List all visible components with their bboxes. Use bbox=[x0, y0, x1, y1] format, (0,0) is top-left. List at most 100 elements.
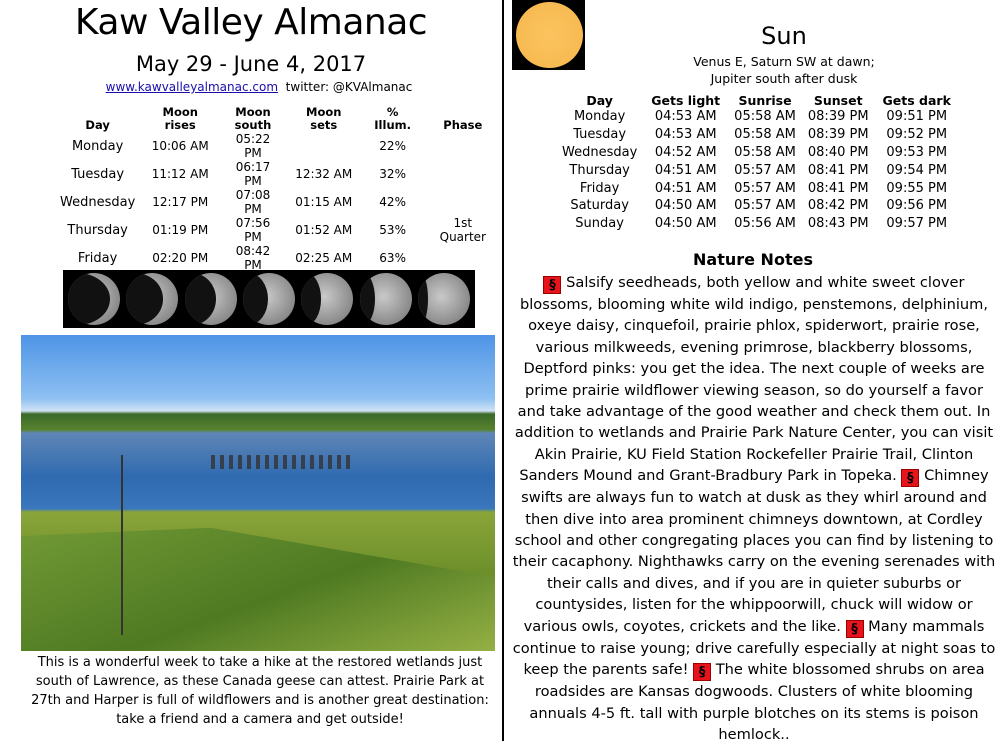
moon-cell bbox=[424, 188, 502, 216]
moon-header: % Illum. bbox=[374, 105, 411, 132]
moon-cell: 07:08 PM bbox=[235, 188, 271, 216]
moon-cell: 32% bbox=[379, 167, 406, 181]
sun-cell: Saturday bbox=[570, 198, 629, 214]
sun-cell: 09:55 PM bbox=[886, 180, 948, 196]
sun-cell: 08:39 PM bbox=[807, 109, 869, 125]
moon-cell: 63% bbox=[379, 251, 406, 265]
moon-cell: 06:17 PM bbox=[235, 160, 271, 188]
sun-cell: 05:57 AM bbox=[734, 180, 796, 196]
moon-phase-icon bbox=[301, 273, 354, 325]
right-column: Sun Venus E, Saturn SW at dawn; Jupiter … bbox=[504, 0, 1002, 743]
moon-shadow bbox=[301, 273, 322, 325]
moon-header: Phase bbox=[443, 118, 483, 132]
table-row: Saturday 04:50 AM 05:57 AM 08:42 PM 09:56 PM bbox=[556, 197, 959, 215]
moon-cell: 08:42 PM bbox=[235, 244, 271, 272]
moon-phase-icon bbox=[68, 273, 121, 325]
moon-cell: 42% bbox=[379, 195, 406, 209]
moon-phase-icon bbox=[242, 273, 295, 325]
moon-cell bbox=[424, 160, 502, 188]
sun-cell: Thursday bbox=[569, 162, 630, 178]
moon-header: Moon rises bbox=[162, 105, 198, 132]
moon-cell: Monday bbox=[71, 138, 124, 154]
moon-shadow bbox=[184, 273, 217, 325]
sun-cell: 04:51 AM bbox=[654, 162, 717, 178]
sun-cell: 08:43 PM bbox=[807, 216, 869, 232]
moon-header: Moon south bbox=[234, 105, 272, 132]
moon-header: Moon sets bbox=[306, 105, 342, 132]
table-row: Tuesday 04:53 AM 05:58 AM 08:39 PM 09:52 PM bbox=[556, 126, 959, 144]
table-row: Thursday 01:19 PM 07:56 PM 01:52 AM 53% 1st Q… bbox=[55, 216, 502, 244]
moon-cell: 01:19 PM bbox=[152, 223, 209, 237]
sun-title: Sun bbox=[761, 22, 807, 50]
pole bbox=[121, 455, 123, 635]
nature-note: Salsify seedheads, both yellow and white… bbox=[514, 274, 994, 485]
sun-header: Gets dark bbox=[882, 92, 951, 108]
grass bbox=[21, 527, 495, 651]
moon-header: Day bbox=[85, 118, 110, 132]
sun-cell: Wednesday bbox=[562, 144, 638, 160]
sun-cell: 09:53 PM bbox=[886, 144, 948, 160]
sun-cell: 05:56 AM bbox=[734, 216, 796, 232]
moon-cell: 12:32 AM bbox=[295, 167, 353, 181]
moon-cell: 12:17 PM bbox=[152, 195, 209, 209]
sun-cell: 04:52 AM bbox=[654, 144, 717, 160]
moon-phase-icon bbox=[126, 273, 179, 325]
moon-cell: 53% bbox=[379, 223, 406, 237]
moon-cell: 01:15 AM bbox=[295, 195, 353, 209]
table-row: Monday 04:53 AM 05:58 AM 08:39 PM 09:51 PM bbox=[556, 108, 959, 126]
sun-cell: 09:54 PM bbox=[886, 162, 948, 178]
moon-cell: 02:20 PM bbox=[152, 251, 209, 265]
sun-cell: 04:50 AM bbox=[654, 198, 717, 214]
moon-cell bbox=[286, 132, 362, 160]
moon-cell: Wednesday bbox=[60, 194, 136, 210]
moon-phase-icon bbox=[417, 273, 470, 325]
sun-header: Sunrise bbox=[738, 92, 792, 108]
section-icon: § bbox=[693, 663, 712, 682]
sun-cell: 09:56 PM bbox=[886, 198, 948, 214]
sun-cell: 09:52 PM bbox=[886, 127, 948, 143]
section-icon: § bbox=[901, 469, 920, 488]
moon-cell: 22% bbox=[379, 139, 406, 153]
sun-header: Day bbox=[586, 92, 613, 108]
planets-dawn: Venus E, Saturn SW at dawn; bbox=[693, 54, 875, 69]
table-row: Friday 04:51 AM 05:57 AM 08:41 PM 09:55 PM bbox=[556, 179, 959, 197]
table-row: Wednesday 04:52 AM 05:58 AM 08:40 PM 09:53 P… bbox=[556, 144, 959, 162]
sun-cell: 04:51 AM bbox=[654, 180, 717, 196]
wetlands-photo bbox=[21, 335, 495, 651]
nature-note: Chimney swifts are always fun to watch a… bbox=[512, 467, 996, 635]
moon-cell: Thursday bbox=[67, 222, 128, 238]
table-row: Tuesday 11:12 AM 06:17 PM 12:32 AM 32% bbox=[55, 160, 502, 188]
table-row: Friday 02:20 PM 08:42 PM 02:25 AM 63% bbox=[55, 244, 502, 272]
sun-cell: 09:57 PM bbox=[886, 216, 948, 232]
sun-image bbox=[512, 0, 585, 70]
planets-dusk: Jupiter south after dusk bbox=[710, 71, 858, 86]
nature-note: Many mammals continue to raise young; dr… bbox=[512, 617, 996, 679]
website-link[interactable]: www.kawvalleyalmanac.com bbox=[105, 80, 279, 94]
sun-cell: 08:42 PM bbox=[807, 198, 869, 214]
moon-shadow bbox=[417, 273, 429, 325]
section-icon: § bbox=[845, 619, 864, 638]
moon-shadow bbox=[68, 273, 111, 325]
sun-cell: 05:58 AM bbox=[734, 109, 796, 125]
sun-cell: 08:41 PM bbox=[807, 162, 869, 178]
table-row: Wednesday 12:17 PM 07:08 PM 01:15 AM 42% bbox=[55, 188, 502, 216]
photo-caption: This is a wonderful week to take a hike … bbox=[31, 655, 489, 727]
sun-header: Gets light bbox=[651, 92, 721, 108]
sun-cell: 05:57 AM bbox=[734, 162, 796, 178]
column-divider bbox=[502, 0, 504, 741]
sun-cell: Sunday bbox=[575, 216, 624, 232]
moon-cell: 02:25 AM bbox=[295, 251, 353, 265]
moon-shadow bbox=[242, 273, 269, 325]
links-line: www.kawvalleyalmanac.com twitter: @KVAlm… bbox=[0, 80, 518, 94]
sun-table: Day Gets light Sunrise Sunset Gets dark Mond… bbox=[556, 92, 959, 233]
moon-cell bbox=[424, 244, 502, 272]
moon-cell: 1st Quarter bbox=[439, 216, 486, 244]
moon-cell: 10:06 AM bbox=[151, 139, 209, 153]
left-column: Kaw Valley Almanac May 29 - June 4, 2017… bbox=[0, 0, 502, 741]
sun-cell: Monday bbox=[573, 109, 626, 125]
sun-header: Sunset bbox=[813, 92, 863, 108]
moon-cell: 07:56 PM bbox=[235, 216, 271, 244]
moon-shadow bbox=[359, 273, 375, 325]
sun-cell: 05:58 AM bbox=[734, 144, 796, 160]
moon-phase-strip bbox=[63, 270, 475, 328]
